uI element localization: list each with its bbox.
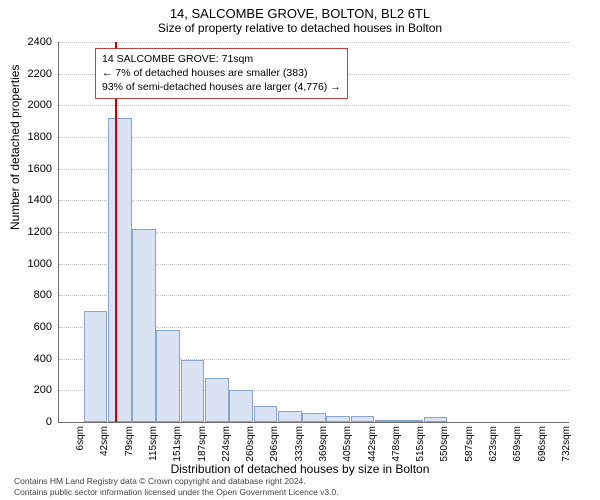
x-tick-label: 187sqm <box>197 426 208 466</box>
histogram-bar <box>84 311 108 422</box>
y-tick-label: 400 <box>0 353 52 365</box>
x-tick-label: 515sqm <box>415 426 426 466</box>
x-tick-label: 42sqm <box>99 426 110 466</box>
x-tick-label: 224sqm <box>221 426 232 466</box>
x-tick-label: 296sqm <box>269 426 280 466</box>
title-sub: Size of property relative to detached ho… <box>0 21 600 41</box>
x-tick-label: 478sqm <box>391 426 402 466</box>
x-tick-label: 587sqm <box>464 426 475 466</box>
y-tick-label: 0 <box>0 416 52 428</box>
y-tick-label: 1000 <box>0 258 52 270</box>
attribution: Contains HM Land Registry data © Crown c… <box>14 476 586 498</box>
y-tick-label: 1600 <box>0 163 52 175</box>
annotation-line1: 14 SALCOMBE GROVE: 71sqm <box>102 52 341 66</box>
histogram-bar <box>424 417 448 422</box>
annotation-line3: 93% of semi-detached houses are larger (… <box>102 80 341 94</box>
histogram-bar <box>156 330 180 422</box>
gridline <box>59 105 569 106</box>
x-tick-label: 442sqm <box>367 426 378 466</box>
histogram-bar <box>326 416 350 422</box>
histogram-bar <box>181 360 205 422</box>
reference-line <box>115 42 117 422</box>
x-tick-label: 333sqm <box>294 426 305 466</box>
x-tick-label: 369sqm <box>318 426 329 466</box>
x-axis-label: Distribution of detached houses by size … <box>0 462 600 476</box>
histogram-bar <box>351 416 375 422</box>
histogram-bar <box>205 378 229 422</box>
y-tick-label: 2000 <box>0 99 52 111</box>
y-tick-label: 200 <box>0 384 52 396</box>
histogram-bar <box>375 420 399 422</box>
y-tick-label: 2400 <box>0 36 52 48</box>
y-tick-label: 2200 <box>0 68 52 80</box>
y-tick-label: 600 <box>0 321 52 333</box>
histogram-bar <box>229 390 253 422</box>
x-tick-label: 405sqm <box>342 426 353 466</box>
gridline <box>59 42 569 43</box>
y-tick-label: 1800 <box>0 131 52 143</box>
gridline <box>59 169 569 170</box>
x-tick-label: 79sqm <box>124 426 135 466</box>
y-tick-label: 1400 <box>0 194 52 206</box>
x-tick-label: 696sqm <box>537 426 548 466</box>
plot-area <box>58 42 569 423</box>
x-tick-label: 260sqm <box>245 426 256 466</box>
x-tick-label: 623sqm <box>488 426 499 466</box>
gridline <box>59 200 569 201</box>
chart-container: 14, SALCOMBE GROVE, BOLTON, BL2 6TL Size… <box>0 0 600 500</box>
x-tick-label: 550sqm <box>439 426 450 466</box>
annotation-box: 14 SALCOMBE GROVE: 71sqm ← 7% of detache… <box>95 48 348 99</box>
histogram-bar <box>278 411 302 422</box>
x-tick-label: 659sqm <box>512 426 523 466</box>
histogram-bar <box>399 420 423 422</box>
histogram-bar <box>254 406 278 422</box>
x-tick-label: 115sqm <box>148 426 159 466</box>
annotation-line2: ← 7% of detached houses are smaller (383… <box>102 66 341 80</box>
gridline <box>59 137 569 138</box>
y-tick-label: 1200 <box>0 226 52 238</box>
histogram-bar <box>132 229 156 422</box>
x-tick-label: 6sqm <box>75 426 86 466</box>
attribution-line1: Contains HM Land Registry data © Crown c… <box>14 476 586 487</box>
attribution-line2: Contains public sector information licen… <box>14 487 586 498</box>
histogram-bar <box>302 413 326 422</box>
x-tick-label: 732sqm <box>561 426 572 466</box>
histogram-bar <box>108 118 132 422</box>
y-tick-label: 800 <box>0 289 52 301</box>
x-tick-label: 151sqm <box>172 426 183 466</box>
title-main: 14, SALCOMBE GROVE, BOLTON, BL2 6TL <box>0 0 600 21</box>
